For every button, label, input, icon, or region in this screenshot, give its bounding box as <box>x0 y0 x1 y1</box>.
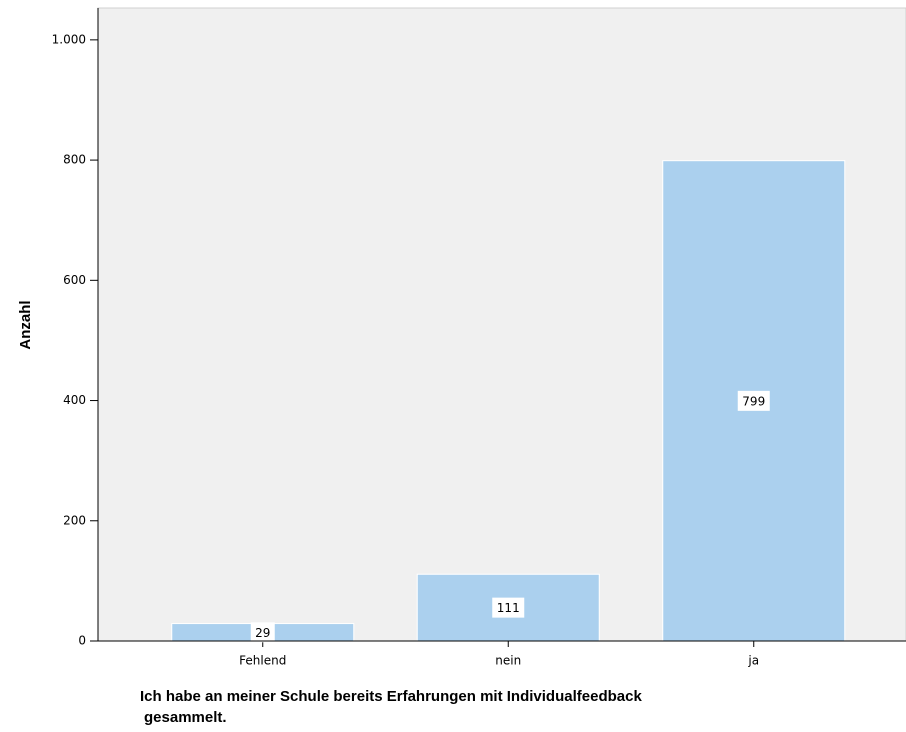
x-axis-title: gesammelt. <box>144 709 227 726</box>
y-tick-label: 400 <box>63 393 86 407</box>
y-tick-label: 0 <box>78 634 86 648</box>
value-label: 29 <box>255 626 270 640</box>
y-axis-title: Anzahl <box>17 300 34 349</box>
value-label: 799 <box>742 394 765 408</box>
x-tick-label: Fehlend <box>239 654 286 668</box>
y-tick-label: 600 <box>63 273 86 287</box>
y-tick-label: 1.000 <box>52 32 86 46</box>
value-label-box <box>250 622 275 643</box>
value-label-box <box>492 597 525 618</box>
y-tick-label: 200 <box>63 513 86 527</box>
x-tick-label: ja <box>747 654 759 668</box>
x-axis-title: Ich habe an meiner Schule bereits Erfahr… <box>140 688 642 705</box>
y-tick-label: 800 <box>63 153 86 167</box>
value-label-box <box>737 390 770 411</box>
x-tick-label: nein <box>495 654 521 668</box>
value-label: 111 <box>497 601 520 615</box>
